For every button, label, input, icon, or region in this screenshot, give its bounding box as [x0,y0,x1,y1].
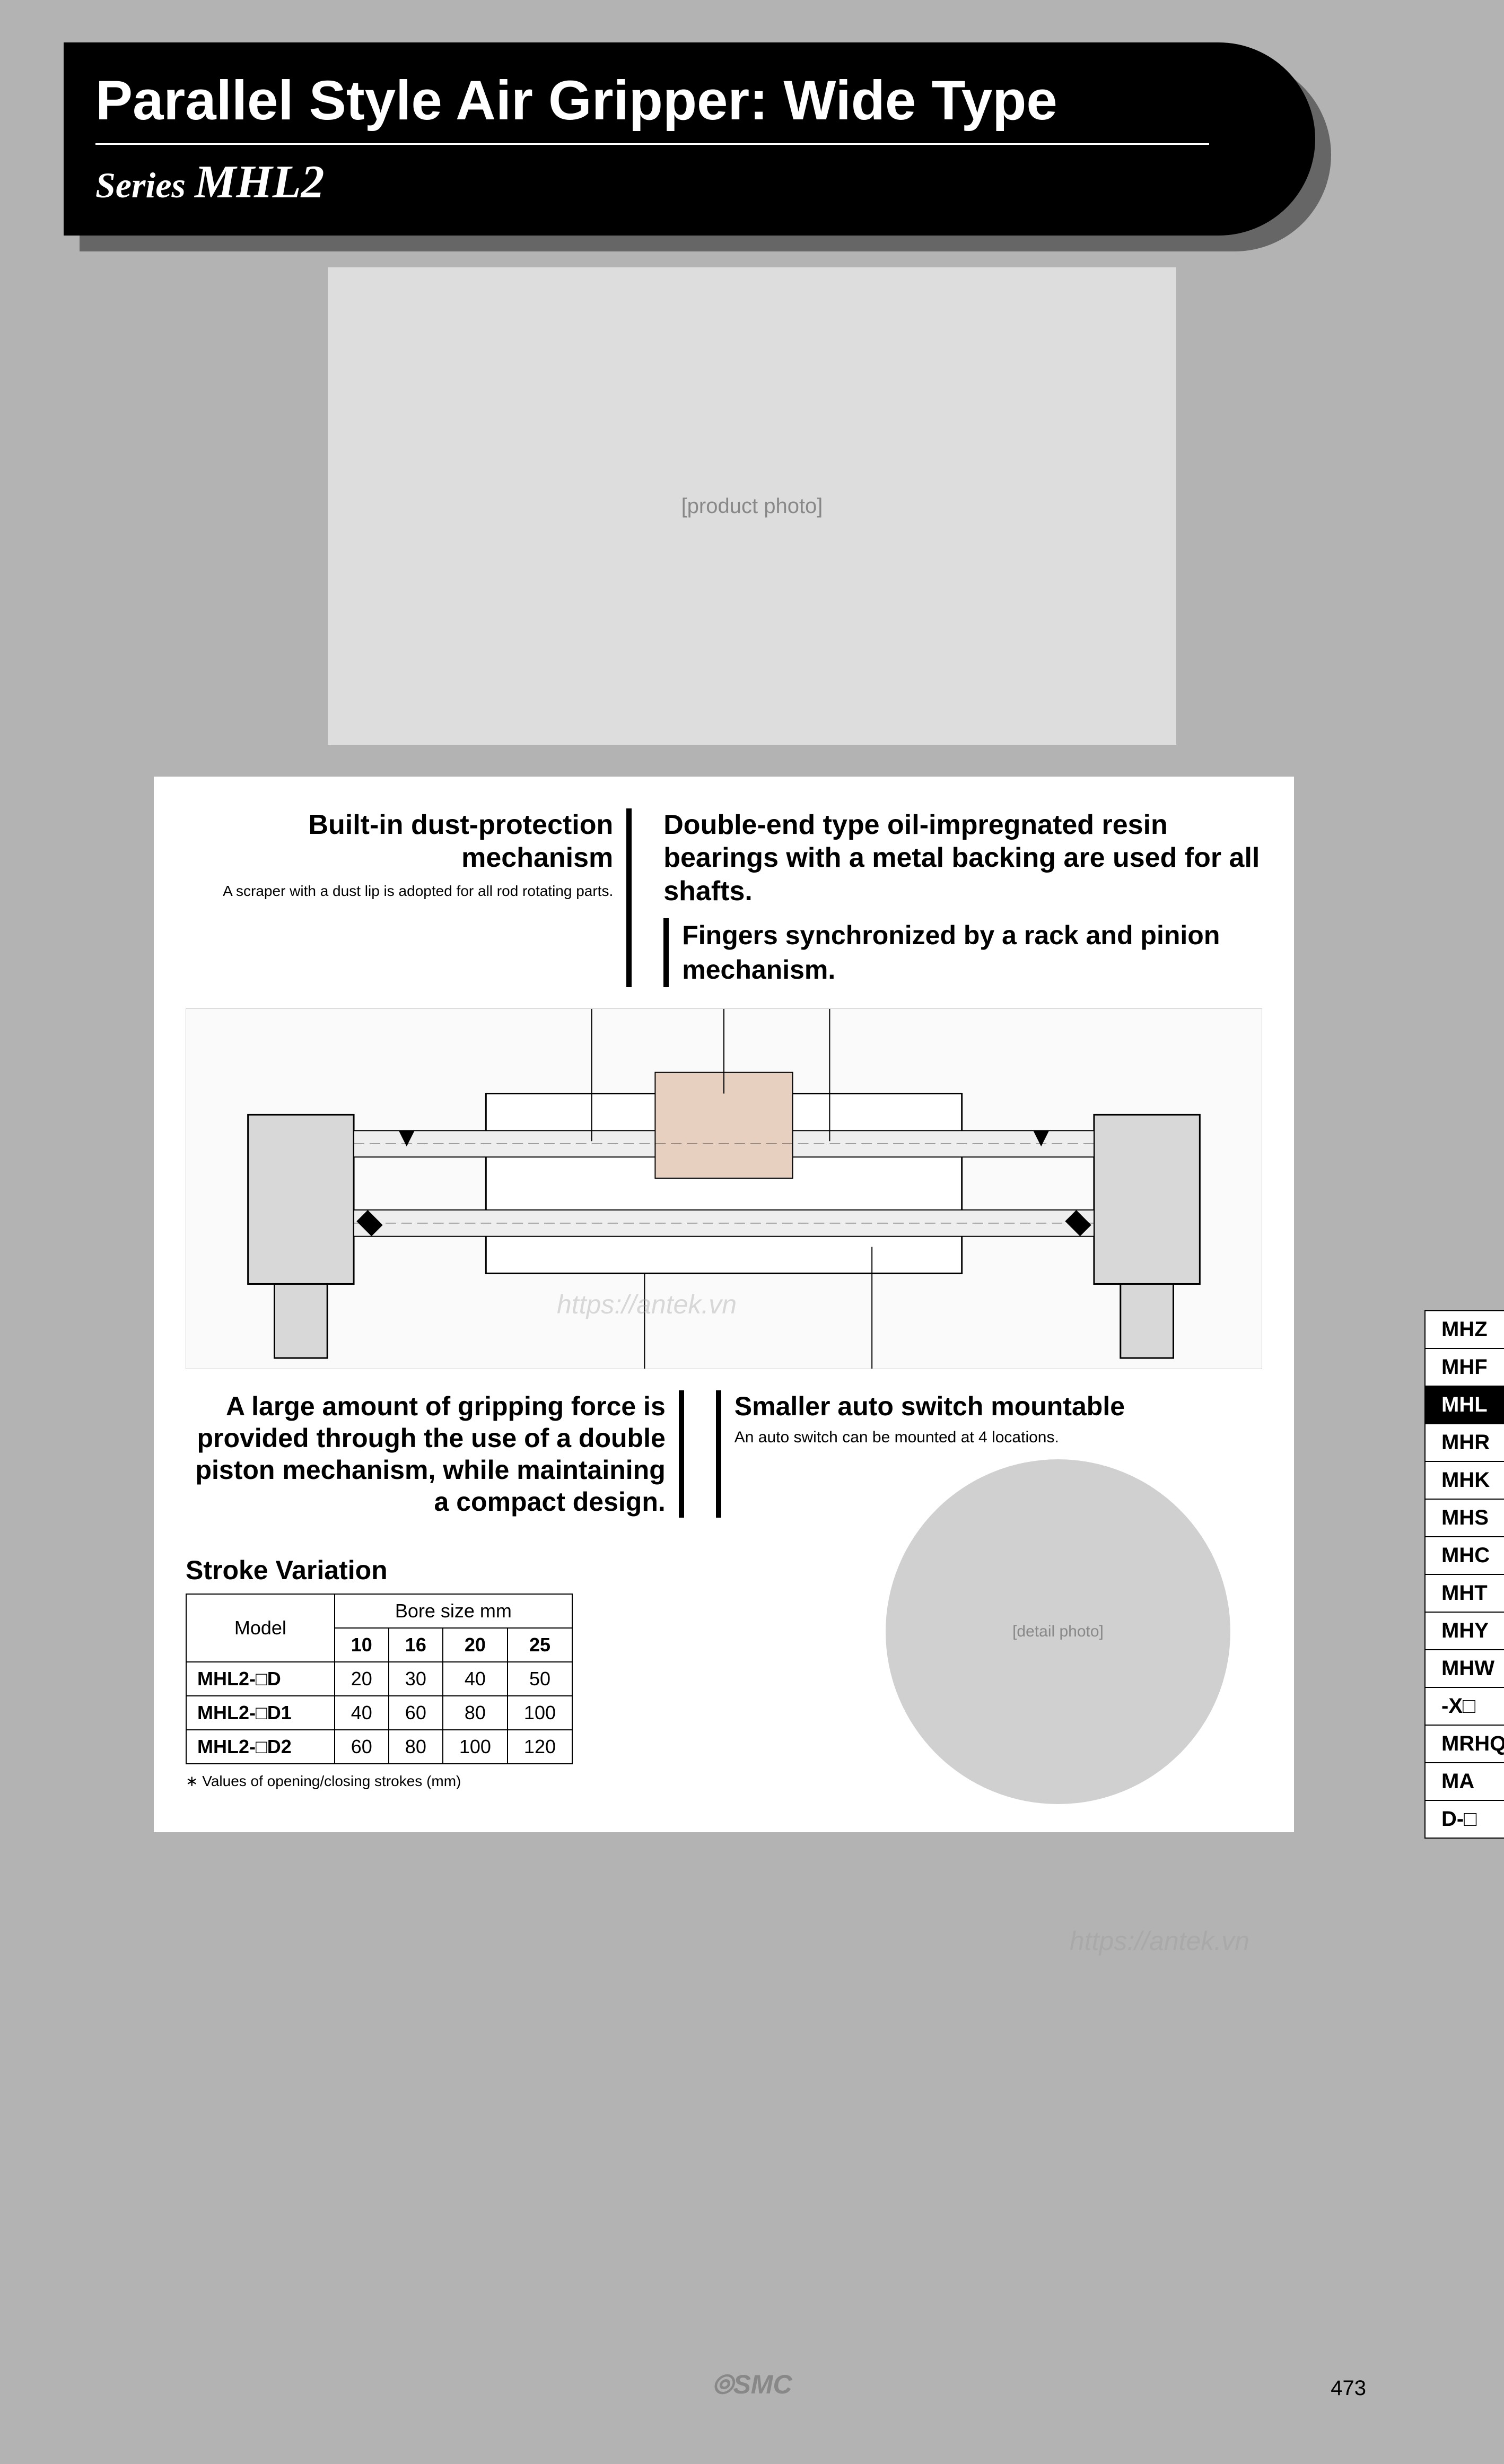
header-banner: Parallel Style Air Gripper: Wide Type Se… [64,42,1315,236]
feature-force: A large amount of gripping force is prov… [186,1390,684,1518]
series-tab-mht[interactable]: MHT [1424,1574,1504,1613]
series-tab-mhc[interactable]: MHC [1424,1536,1504,1575]
series-tab-mhr[interactable]: MHR [1424,1423,1504,1462]
value-cell: 40 [335,1696,389,1730]
feature-fingers-title: Fingers synchronized by a rack and pinio… [663,918,1262,987]
series-tab-mhz[interactable]: MHZ [1424,1310,1504,1349]
page-number: 473 [1331,2376,1366,2400]
value-cell: 100 [508,1696,572,1730]
feature-dust-title: Built-in dust-protection mechanism [186,808,613,875]
bore-col: 16 [389,1628,443,1662]
value-cell: 80 [389,1730,443,1764]
series-tab-mhs[interactable]: MHS [1424,1499,1504,1537]
watermark: https://antek.vn [1070,1926,1249,1956]
model-cell: MHL2-□D1 [186,1696,335,1730]
series-prefix: Series [95,165,186,205]
series-tab-mhy[interactable]: MHY [1424,1612,1504,1650]
feature-autoswitch-desc: An auto switch can be mounted at 4 locat… [734,1429,1262,1447]
value-cell: 60 [389,1696,443,1730]
stroke-table: Model Bore size mm 10162025 MHL2-□D20304… [186,1594,573,1764]
series-tab-mrhq[interactable]: MRHQ [1424,1725,1504,1763]
series-tab-mhf[interactable]: MHF [1424,1348,1504,1387]
value-cell: 40 [443,1662,508,1696]
value-cell: 50 [508,1662,572,1696]
series-model: MHL2 [195,156,324,208]
bore-col: 10 [335,1628,389,1662]
series-tab-d[interactable]: D-□ [1424,1800,1504,1839]
bore-col: 25 [508,1628,572,1662]
value-cell: 120 [508,1730,572,1764]
feature-autoswitch-title: Smaller auto switch mountable [734,1390,1262,1422]
technical-diagram [186,1008,1262,1369]
bore-header: Bore size mm [335,1594,572,1628]
feature-force-title: A large amount of gripping force is prov… [186,1390,666,1518]
value-cell: 20 [335,1662,389,1696]
page-title: Parallel Style Air Gripper: Wide Type [95,69,1209,145]
product-photo: [product photo] [328,267,1176,745]
value-cell: 100 [443,1730,508,1764]
series-tab-mhl[interactable]: MHL [1424,1386,1504,1424]
series-tab-ma[interactable]: MA [1424,1762,1504,1801]
series-tab-x[interactable]: -X□ [1424,1687,1504,1726]
series-tabs-sidebar: MHZMHFMHLMHRMHKMHSMHCMHTMHYMHW-X□MRHQMAD… [1424,1310,1504,1838]
feature-dust-desc: A scraper with a dust lip is adopted for… [186,883,613,900]
smc-logo: ⦾SMC [712,2369,792,2400]
feature-bearings-title: Double-end type oil-impregnated resin be… [663,808,1262,908]
model-cell: MHL2-□D2 [186,1730,335,1764]
detail-photo: [detail photo] [886,1459,1230,1804]
series-line: Series MHL2 [95,155,1209,209]
series-tab-mhk[interactable]: MHK [1424,1461,1504,1500]
value-cell: 60 [335,1730,389,1764]
value-cell: 80 [443,1696,508,1730]
bore-col: 20 [443,1628,508,1662]
value-cell: 30 [389,1662,443,1696]
model-cell: MHL2-□D [186,1662,335,1696]
series-tab-mhw[interactable]: MHW [1424,1649,1504,1688]
stroke-variation-section: [detail photo] Stroke Variation Model Bo… [186,1555,1262,1790]
model-header: Model [186,1594,335,1662]
feature-dust: Built-in dust-protection mechanism A scr… [186,808,632,987]
content-panel: Built-in dust-protection mechanism A scr… [154,777,1294,1832]
